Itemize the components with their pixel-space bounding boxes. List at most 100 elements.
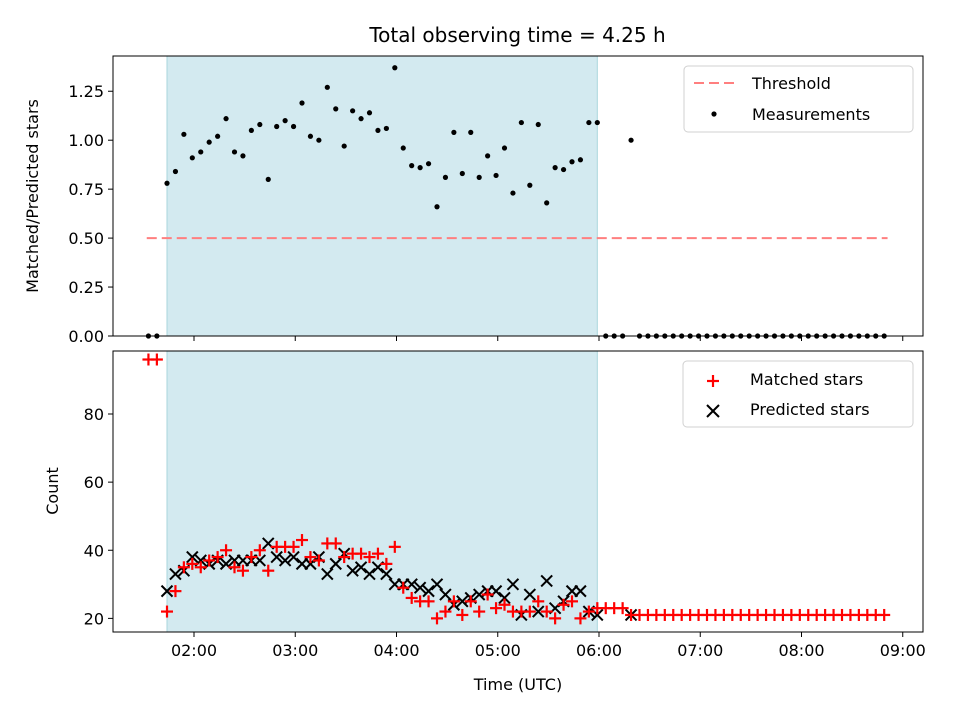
legend-predicted-label: Predicted stars: [750, 400, 870, 419]
measurement-point: [569, 159, 575, 165]
measurement-point: [535, 121, 541, 128]
measurement-point: [451, 129, 457, 135]
top-ytick-label: 0.25: [68, 278, 104, 297]
measurement-point: [501, 145, 508, 151]
measurement-point: [560, 166, 567, 173]
matched-star-point: [161, 605, 173, 618]
bottom-ytick-label: 60: [84, 473, 104, 492]
measurement-point: [628, 137, 634, 143]
measurement-point: [316, 137, 322, 143]
measurement-point: [341, 143, 347, 149]
measurement-point: [493, 172, 499, 179]
matched-star-point: [245, 551, 258, 564]
measurement-point: [442, 174, 449, 180]
measurement-point: [248, 127, 254, 134]
measurement-point: [189, 155, 195, 161]
matched-star-point: [456, 608, 469, 621]
matched-star-point: [557, 598, 570, 611]
top-axes-frame: [112, 55, 924, 337]
measurement-point: [383, 125, 389, 132]
xtick-label: 06:00: [576, 641, 622, 660]
matched-star-point: [236, 564, 249, 577]
predicted-cross-stroke: [380, 567, 393, 581]
predicted-cross-stroke: [270, 550, 283, 564]
xtick-label: 02:00: [171, 641, 217, 660]
predicted-star-point: [498, 591, 511, 605]
chart-title: Total observing time = 4.25 h: [368, 23, 665, 47]
bottom-y-axis-label: Count: [43, 467, 62, 515]
predicted-cross-stroke: [498, 591, 511, 605]
measurement-point: [366, 110, 373, 116]
predicted-star-point: [160, 584, 174, 598]
predicted-star-point: [422, 584, 435, 598]
matched-star-point: [287, 540, 300, 553]
predicted-star-point: [186, 550, 199, 564]
matched-star-point: [150, 353, 163, 366]
top-ytick-label: 1.00: [68, 131, 104, 150]
top-x-ticks: [193, 336, 904, 341]
measurement-point: [240, 153, 246, 159]
matched-star-point: [228, 561, 241, 574]
matched-star-point: [296, 534, 308, 547]
matched-star-point: [186, 557, 199, 570]
predicted-star-point: [363, 567, 376, 581]
matched-star-point: [203, 554, 216, 567]
measurement-point: [468, 129, 474, 135]
legend-measurements-swatch: [711, 111, 717, 117]
matched-star-point: [304, 551, 317, 564]
measurement-point: [206, 139, 212, 145]
measurement-point: [290, 123, 297, 130]
top-ytick-label: 0.00: [68, 327, 104, 346]
matched-star-point: [380, 557, 393, 570]
measurement-point: [181, 131, 187, 137]
measurement-point: [459, 170, 465, 177]
predicted-cross-stroke: [472, 588, 486, 601]
bottom-shaded-interval: [166, 350, 598, 633]
predicted-cross-stroke: [278, 554, 292, 567]
measurement-point: [324, 84, 330, 90]
predicted-cross-stroke: [321, 567, 334, 581]
predicted-star-point: [354, 561, 368, 574]
matched-star-point: [439, 605, 452, 618]
measurement-point: [552, 165, 558, 171]
measurement-point: [274, 123, 280, 130]
matched-star-point: [338, 551, 351, 564]
top-y-axis-label: Matched/Predicted stars: [23, 99, 42, 293]
predicted-cross-stroke: [346, 564, 359, 577]
predicted-cross-stroke: [506, 578, 520, 591]
bottom-x-ticks: 02:00 03:00 04:00 05:00 06:00 07:00 08:00 09:00: [171, 632, 926, 660]
x-axis-label: Time (UTC): [473, 675, 562, 694]
measurement-point: [299, 100, 305, 106]
predicted-star-point: [329, 557, 342, 571]
measurement-point: [164, 180, 170, 186]
matched-star-point: [540, 605, 553, 618]
matched-star-point: [532, 595, 545, 608]
predicted-cross-stroke: [540, 574, 553, 588]
predicted-star-point: [472, 588, 486, 601]
legend-matched-swatch: [707, 375, 719, 387]
measurement-point: [417, 165, 423, 171]
predicted-star-point: [287, 550, 300, 564]
measurement-point: [400, 145, 406, 151]
legend-predicted-swatch: [706, 404, 720, 418]
matched-star-point: [464, 595, 477, 608]
measurement-point: [172, 168, 179, 175]
xtick-label: 09:00: [880, 641, 926, 660]
matched-star-point: [177, 561, 190, 574]
measurement-point: [476, 174, 482, 180]
measurement-point: [350, 108, 356, 114]
measurement-point: [257, 121, 263, 128]
measurement-point: [434, 204, 440, 210]
measurement-point: [594, 119, 600, 126]
matched-star-point: [363, 551, 376, 564]
matched-star-point: [582, 605, 595, 618]
top-legend: Threshold Measurements: [683, 65, 914, 133]
measurement-point: [577, 157, 584, 163]
matched-star-point: [194, 561, 207, 574]
measurement-point: [282, 118, 288, 124]
top-ytick-label: 0.50: [68, 229, 104, 248]
measurement-point: [198, 149, 204, 155]
measurement-point: [231, 149, 238, 155]
